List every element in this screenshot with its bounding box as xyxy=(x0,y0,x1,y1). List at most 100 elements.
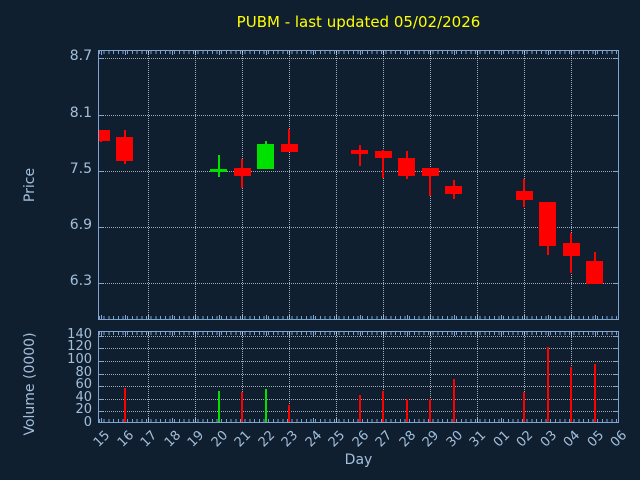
vertical-gridline xyxy=(618,51,619,319)
day-tick-label-text: 29 xyxy=(420,428,443,451)
day-tick-label-text: 25 xyxy=(326,428,349,451)
y-major-tick xyxy=(614,360,618,362)
volume-bar-plot xyxy=(98,331,619,423)
x-major-tick xyxy=(594,51,596,55)
volume-bar-day-03 xyxy=(546,347,549,422)
x-major-tick xyxy=(618,418,619,422)
y-major-tick xyxy=(99,58,103,60)
day-tick-label-text: 27 xyxy=(373,428,396,451)
day-tick-label-text: 18 xyxy=(161,428,185,451)
y-major-tick xyxy=(614,348,618,350)
price-gridline xyxy=(99,170,618,172)
x-major-tick xyxy=(359,332,361,336)
x-major-tick xyxy=(406,332,408,336)
vertical-gridline xyxy=(195,332,196,422)
candle-day-23 xyxy=(280,144,298,152)
candle-day-28 xyxy=(398,157,415,177)
price-tick-label: 8.1 xyxy=(69,104,92,121)
vertical-gridline xyxy=(383,332,384,422)
y-major-tick xyxy=(99,170,103,172)
price-tick-label: 7.5 xyxy=(69,160,92,177)
x-major-tick xyxy=(101,332,102,336)
volume-bar-day-30 xyxy=(452,379,455,422)
candle-day-05 xyxy=(586,261,603,284)
volume-bar-day-02 xyxy=(523,392,525,422)
x-major-tick xyxy=(618,315,619,319)
price-tick-label: 8.7 xyxy=(69,48,92,65)
y-major-tick xyxy=(614,226,618,228)
candle-day-15 xyxy=(99,130,110,141)
volume-tick-label: 80 xyxy=(75,364,92,380)
x-major-tick xyxy=(312,332,314,336)
vertical-gridline xyxy=(148,51,149,319)
volume-tick-label: 60 xyxy=(75,377,92,393)
y-major-tick xyxy=(614,282,618,284)
x-major-tick xyxy=(312,51,314,55)
y-major-tick xyxy=(99,411,103,413)
volume-gridline xyxy=(99,386,618,388)
vertical-gridline xyxy=(618,332,619,422)
price-tick-label: 6.3 xyxy=(69,272,92,289)
x-major-tick xyxy=(618,51,619,55)
x-major-tick xyxy=(500,418,502,422)
vertical-gridline xyxy=(195,51,196,319)
day-tick-label-text: 21 xyxy=(232,428,255,451)
x-major-tick xyxy=(547,332,549,336)
volume-gridline xyxy=(99,373,618,375)
volume-bar-day-28 xyxy=(405,398,408,422)
candle-day-29 xyxy=(421,167,439,177)
x-major-tick xyxy=(406,51,408,55)
candle-day-22 xyxy=(257,144,274,169)
candle-day-30 xyxy=(445,185,462,194)
x-major-tick xyxy=(312,418,314,422)
y-major-tick xyxy=(614,386,618,388)
day-tick-label-text: 15 xyxy=(91,428,114,451)
candle-day-02 xyxy=(515,191,533,201)
day-tick-label-text: 30 xyxy=(443,428,467,451)
x-major-tick xyxy=(101,315,102,319)
day-tick-label-text: 24 xyxy=(302,428,326,451)
vertical-gridline xyxy=(477,51,478,319)
y-major-tick xyxy=(99,335,103,337)
candle-wick-day-27 xyxy=(382,150,384,179)
day-tick-label-text: 04 xyxy=(561,428,584,451)
volume-bar-day-29 xyxy=(429,399,431,422)
x-major-tick xyxy=(594,332,596,336)
day-tick-label-text: 02 xyxy=(514,428,537,451)
y-major-tick xyxy=(614,335,618,337)
day-tick-label-text: 03 xyxy=(537,428,561,451)
vertical-gridline xyxy=(571,51,572,319)
volume-tick-label: 20 xyxy=(75,402,92,418)
volume-bar-day-04 xyxy=(570,367,572,422)
volume-bar-day-16 xyxy=(123,388,126,422)
candle-day-26 xyxy=(351,150,368,154)
x-major-tick xyxy=(265,315,267,319)
day-axis-label: Day xyxy=(344,452,373,468)
x-major-tick xyxy=(359,315,361,319)
candle-wick-day-29 xyxy=(429,167,431,196)
x-major-tick xyxy=(171,51,173,55)
y-major-tick xyxy=(614,411,618,413)
y-major-tick xyxy=(99,114,103,116)
day-tick-label-text: 28 xyxy=(396,428,420,451)
candle-wick-day-23 xyxy=(288,129,290,152)
x-major-tick xyxy=(124,51,126,55)
y-major-tick xyxy=(614,373,618,375)
x-major-tick xyxy=(171,315,173,319)
day-tick-label-text: 23 xyxy=(279,428,302,451)
candle-day-16 xyxy=(116,136,133,162)
y-major-tick xyxy=(99,282,103,284)
x-major-tick xyxy=(101,51,102,55)
volume-gridline xyxy=(99,335,618,337)
x-minor-ticks xyxy=(99,316,618,319)
price-gridline xyxy=(99,282,618,284)
candle-day-03 xyxy=(539,202,556,247)
x-major-tick xyxy=(500,315,502,319)
y-major-tick xyxy=(99,226,103,228)
y-major-tick xyxy=(99,360,103,362)
day-tick-label-text: 20 xyxy=(208,428,232,451)
x-major-tick xyxy=(453,315,455,319)
candle-day-04 xyxy=(562,242,580,256)
volume-bar-day-26 xyxy=(358,395,361,422)
